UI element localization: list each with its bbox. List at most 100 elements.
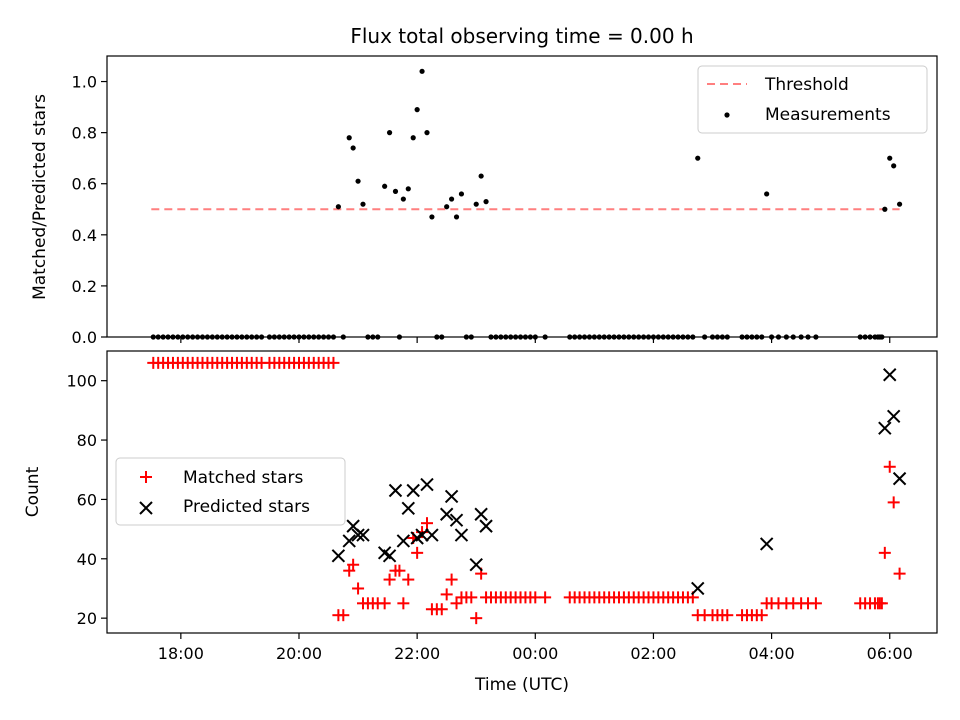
- predicted-star-point: [388, 483, 403, 498]
- matched-star-point: [383, 573, 396, 586]
- matched-star-point: [402, 573, 415, 586]
- counts-axes-frame: [106, 350, 938, 634]
- x-tick-label: 04:00: [749, 644, 795, 663]
- matched-star-point: [809, 597, 822, 610]
- measurement-point: [896, 201, 903, 207]
- predicted-star-point: [425, 528, 439, 542]
- ratio-legend: Threshold Measurements: [697, 65, 928, 134]
- predicted-star-point: [396, 534, 411, 548]
- legend-measurements-swatch: [724, 112, 730, 118]
- x-tick-label: 20:00: [276, 644, 322, 663]
- matched-star-point: [887, 496, 900, 509]
- matched-star-point: [875, 597, 888, 610]
- matched-star-point: [435, 603, 448, 616]
- y-tick-label: 60: [77, 490, 97, 509]
- y-tick-label: 0.4: [72, 226, 97, 245]
- ratio-axes-frame: [106, 55, 938, 338]
- x-tick-label: 00:00: [512, 644, 558, 663]
- matched-star-point: [878, 546, 891, 559]
- matched-star-point: [440, 588, 453, 601]
- y-tick-label: 40: [77, 550, 97, 569]
- predicted-star-point: [351, 528, 365, 542]
- ratio-x-ticks: [180, 337, 891, 343]
- predicted-star-point: [382, 549, 397, 563]
- measurement-point: [405, 186, 411, 192]
- measurement-point: [429, 214, 435, 220]
- matched-star-point: [465, 591, 478, 604]
- measurement-point: [764, 191, 770, 197]
- measurement-point: [695, 155, 701, 161]
- matched-star-point: [337, 609, 350, 622]
- predicted-star-point: [691, 581, 705, 596]
- matched-star-point: [397, 597, 410, 610]
- legend-matched-label: Matched stars: [183, 468, 303, 488]
- predicted-star-point: [474, 507, 488, 521]
- y-tick-label: 0.0: [72, 328, 97, 347]
- predicted-star-point: [469, 558, 483, 572]
- predicted-star-point: [449, 513, 464, 527]
- matched-star-point: [347, 558, 360, 571]
- predicted-star-point: [439, 507, 454, 521]
- matched-star-point: [755, 609, 768, 622]
- counts-y-axis-label: Count: [23, 466, 43, 517]
- counts-legend-frame: [115, 457, 346, 526]
- measurement-point: [483, 199, 489, 205]
- x-tick-label: 22:00: [394, 644, 440, 663]
- matched-star-point: [445, 573, 458, 586]
- measurement-point: [424, 130, 430, 136]
- y-tick-label: 20: [77, 609, 97, 628]
- y-tick-label: 100: [66, 372, 97, 391]
- measurement-point: [335, 204, 341, 210]
- counts-y-ticks: 20 40 60 80 100: [66, 372, 107, 628]
- measurement-point: [350, 145, 356, 151]
- matched-star-point: [378, 597, 391, 610]
- ratio-y-axis-label: Matched/Predicted stars: [30, 94, 50, 300]
- measurement-point: [419, 68, 425, 74]
- predicted-star-point: [479, 519, 493, 533]
- x-tick-label: 18:00: [158, 644, 204, 663]
- measurement-point: [473, 201, 479, 207]
- predicted-star-point: [883, 368, 897, 382]
- matched-star-point: [420, 517, 433, 530]
- measurement-point: [355, 178, 361, 184]
- predicted-star-point: [444, 489, 459, 504]
- predicted-star-point: [401, 501, 415, 516]
- counts-x-ticks: 18:00 20:00 22:00 00:00 02:00 04:00 06:00: [158, 633, 913, 663]
- measurement-point: [449, 196, 455, 202]
- x-tick-label: 06:00: [867, 644, 913, 663]
- matched-star-point: [393, 564, 406, 577]
- x-tick-label: 02:00: [630, 644, 676, 663]
- measurement-point: [458, 191, 465, 197]
- predicted-star-point: [356, 528, 370, 542]
- ratio-y-ticks: 0.0 0.2 0.4 0.6 0.8 1.0: [72, 73, 107, 347]
- measurement-point: [392, 188, 399, 194]
- predicted-star-point: [759, 537, 774, 551]
- measurement-point: [410, 135, 416, 141]
- legend-threshold-label: Threshold: [764, 75, 849, 95]
- matched-star-point: [327, 356, 340, 369]
- legend-measurements-label: Measurements: [765, 105, 891, 125]
- measurement-point: [400, 196, 406, 202]
- matched-star-point: [411, 546, 424, 559]
- matched-star-point: [721, 609, 734, 622]
- x-axis-label: Time (UTC): [474, 675, 569, 695]
- measurement-point: [453, 214, 460, 220]
- predicted-star-point: [886, 409, 901, 424]
- predicted-star-point: [420, 477, 434, 492]
- predicted-star-point: [342, 534, 356, 548]
- measurement-point: [882, 206, 888, 212]
- measurement-point: [414, 107, 420, 113]
- counts-axes: 20 40 60 80 100 18:00 20:00 22:00 00:00 02:00 04:…: [23, 350, 938, 695]
- y-tick-label: 0.6: [72, 175, 97, 194]
- counts-legend: Matched stars Predicted stars: [115, 457, 346, 526]
- ratio-axes: 0.0 0.2 0.4 0.6 0.8 1.0 Matched/Predicted sta…: [30, 55, 938, 347]
- measurement-point: [360, 201, 366, 207]
- y-tick-label: 0.8: [72, 124, 97, 143]
- predicted-star-point: [878, 421, 892, 435]
- measurement-point: [386, 130, 393, 136]
- y-tick-label: 0.2: [72, 277, 97, 296]
- measurement-point: [444, 204, 450, 210]
- predicted-star-point: [892, 471, 907, 486]
- measurement-point: [382, 183, 388, 189]
